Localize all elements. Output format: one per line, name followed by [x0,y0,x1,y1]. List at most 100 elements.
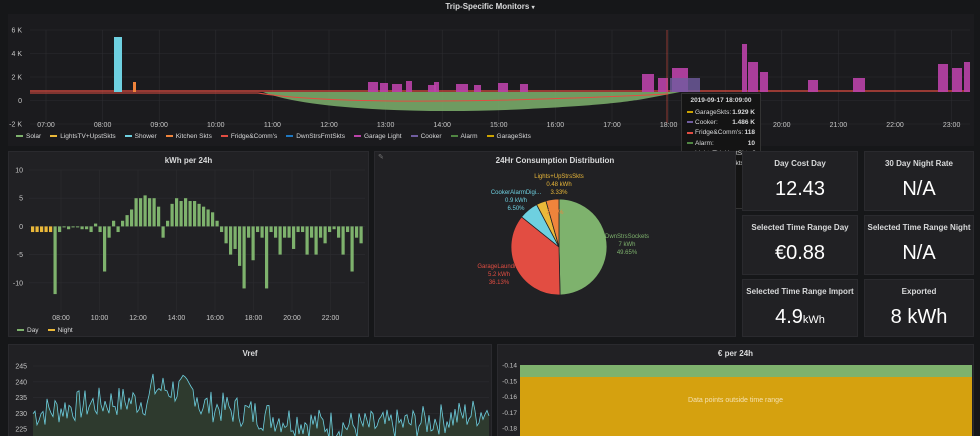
kwh-bar [134,198,138,227]
kwh-bar [278,226,282,255]
legend-swatch [50,135,58,138]
tooltip-time: 2019-09-17 18:09:00 [690,97,752,104]
x-tick-label: 22:00 [322,315,340,322]
y-tick-label: -0.18 [502,426,517,433]
shower-spike [114,37,122,92]
fridge-line-low [30,92,669,102]
kwh-bar [314,226,318,255]
vref-panel[interactable]: Vref 245 240 235 230 225 [8,344,492,436]
kwh-bar [265,226,269,289]
kwh-bar [224,226,228,244]
legend-label: LightsTV+UpstSkts [60,133,116,140]
garage-block [642,74,654,92]
kwh-bar [256,226,260,233]
euro-chart: -0.14 -0.15 -0.16 -0.17 -0.18 [502,363,972,436]
power-graph-panel[interactable]: 6 K 4 K 2 K 0 -2 K 07:00 08:00 09:00 10:00 11:00… [8,14,974,146]
legend-item[interactable]: Shower [124,133,157,140]
stat-value: N/A [902,178,936,200]
kwh-bar [62,226,66,228]
y-tick-label: -0.17 [502,410,517,417]
x-tick-label: 22:00 [886,122,904,129]
legend-label: Solar [26,133,42,140]
stat-value: €0.88 [774,242,826,264]
legend-item[interactable]: Cooker [410,133,442,140]
pie-label-value: 7 kWh [618,242,635,248]
stat-range-night[interactable]: Selected Time Range Night N/A [864,215,974,275]
legend-label: Night [57,327,73,334]
y-tick-label: 0 [19,224,23,231]
stat-night-rate[interactable]: 30 Day Night Rate N/A [864,151,974,211]
y-tick-label: 0 [18,98,22,105]
stat-cost-day[interactable]: Day Cost Day 12.43 [742,151,858,211]
pie-slice [510,216,561,296]
legend-item[interactable]: Night [47,327,73,334]
edit-icon[interactable]: ✎ [378,154,384,161]
stat-range-day[interactable]: Selected Time Range Day €0.88 [742,215,858,275]
legend-item[interactable]: Solar [16,133,41,140]
pie-slice [545,198,560,248]
x-tick-label: 20:00 [773,122,791,129]
dashboard-title[interactable]: Trip-Specific Monitors ▾ [0,2,980,11]
garage-block [428,85,436,92]
kitchen-spike [133,82,136,92]
kwh-bar [287,226,291,238]
tooltip-row: GarageSkts: 1.929 K [687,107,755,117]
kwh-bar [179,201,183,227]
cooker-block [670,78,700,92]
kwh-bar [170,203,174,227]
pie-label-name: Lights+UpStrsSkts [534,174,584,180]
legend-item[interactable]: Garage Light [353,133,402,140]
kwh-bar [305,226,309,255]
garage-block [434,82,439,92]
pie-label-value: ... [552,202,557,208]
kwh-bar [247,226,251,238]
kwh-bar [319,226,323,238]
x-tick-label: 16:00 [547,122,565,129]
kwh-bar [166,220,170,227]
x-tick-label: 21:00 [830,122,848,129]
stat-title: 30 Day Night Rate [884,159,954,168]
kwh-bar [260,226,264,238]
legend-swatch [286,135,294,138]
garage-block [474,85,481,92]
x-tick-label: 07:00 [37,122,55,129]
stat-title: Exported [901,287,937,296]
x-tick-label: 17:00 [603,122,621,129]
garage-block [380,83,388,92]
euro-overlay-text: Data points outside time range [688,397,783,404]
legend-item[interactable]: DwnStrsFrntSkts [286,133,345,140]
stat-exported[interactable]: Exported 8 kWh [864,279,974,337]
kwh-bar [98,226,102,233]
legend-swatch [450,135,458,138]
euro-panel[interactable]: € per 24h -0.14 -0.15 -0.16 -0.17 -0.18 Data… [497,344,974,436]
legend-item[interactable]: LightsTV+UpstSkts [50,133,116,140]
stat-range-import[interactable]: Selected Time Range Import 4.9kWh [742,279,858,337]
pie-label-pct: 49.65% [617,250,638,256]
garage-block [760,72,768,92]
kwh-bar [359,226,363,244]
garage-block [808,80,818,92]
kwh-bar [346,226,350,233]
pie-label-pct: 3.33% [550,190,568,196]
legend-item[interactable]: GarageSkts [486,133,531,140]
power-x-ticks: 07:00 08:00 09:00 10:00 11:00 12:00 13:00 14:00… [37,122,960,129]
pie-panel[interactable]: 24Hr Consumption Distribution ✎ DwnStrsS… [374,151,736,337]
legend-item[interactable]: Fridge&Comm's [220,133,277,140]
kwh-bar [175,198,179,227]
x-tick-label: 10:00 [91,315,109,322]
kwh-panel[interactable]: kWh per 24h 10 5 0 -5 -10 08:00 10:00 12:00 14:… [8,151,369,337]
y-tick-label: 6 K [11,28,22,35]
pie-slice [558,198,608,296]
stat-number: 4.9 [775,306,803,328]
pie-label-name: DwnStrsSockets [605,234,649,240]
y-tick-label: 4 K [11,51,22,58]
kwh-bar [328,226,332,233]
legend-item[interactable]: Day [17,327,39,334]
legend-swatch [486,135,494,138]
kwh-bar [44,226,48,233]
kwh-bar [220,226,224,233]
legend-item[interactable]: Alarm [450,133,478,140]
pie-panel-title: 24Hr Consumption Distribution [495,156,615,165]
legend-item[interactable]: Kitchen Skts [165,133,212,140]
garage-block [520,84,528,92]
